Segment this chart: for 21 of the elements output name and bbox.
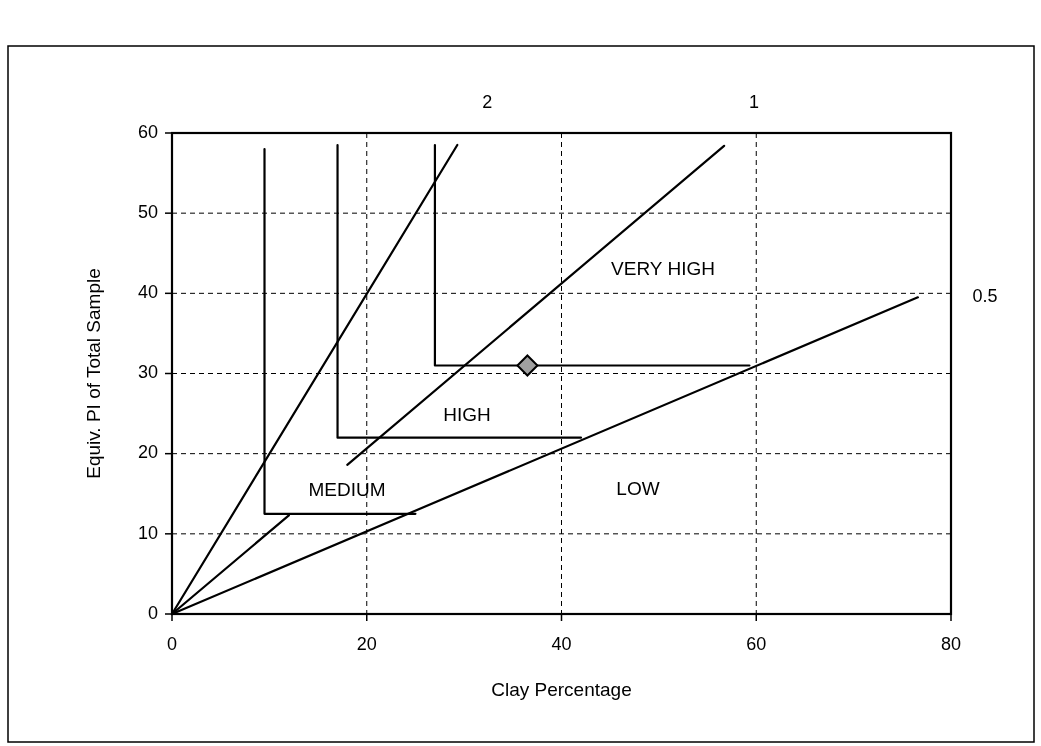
x-tick-label: 20: [356, 634, 377, 654]
y-axis-title: Equiv. PI of Total Sample: [83, 268, 104, 479]
x-tick-label: 40: [551, 634, 572, 654]
x-tick-label: 80: [940, 634, 962, 654]
y-tick-label: 50: [137, 201, 158, 222]
x-tick-label: 60: [746, 634, 767, 654]
text: 0.5: [972, 286, 998, 307]
x-axis-title: Clay Percentage: [491, 679, 632, 700]
y-tick-label: 0: [147, 602, 158, 623]
y-tick-label: 30: [137, 362, 158, 383]
annotation: VERY HIGH: [611, 258, 715, 280]
text: 2: [482, 91, 493, 112]
annotation: LOW: [616, 478, 660, 500]
y-tick-label: 20: [137, 442, 158, 463]
y-tick-label: 10: [137, 522, 158, 543]
x-tick-label: 0: [166, 634, 178, 654]
y-tick-label: 60: [137, 121, 158, 142]
text: 1: [749, 91, 760, 112]
annotation: HIGH: [443, 404, 491, 426]
annotation: MEDIUM: [308, 479, 386, 501]
y-tick-label: 40: [137, 282, 158, 303]
